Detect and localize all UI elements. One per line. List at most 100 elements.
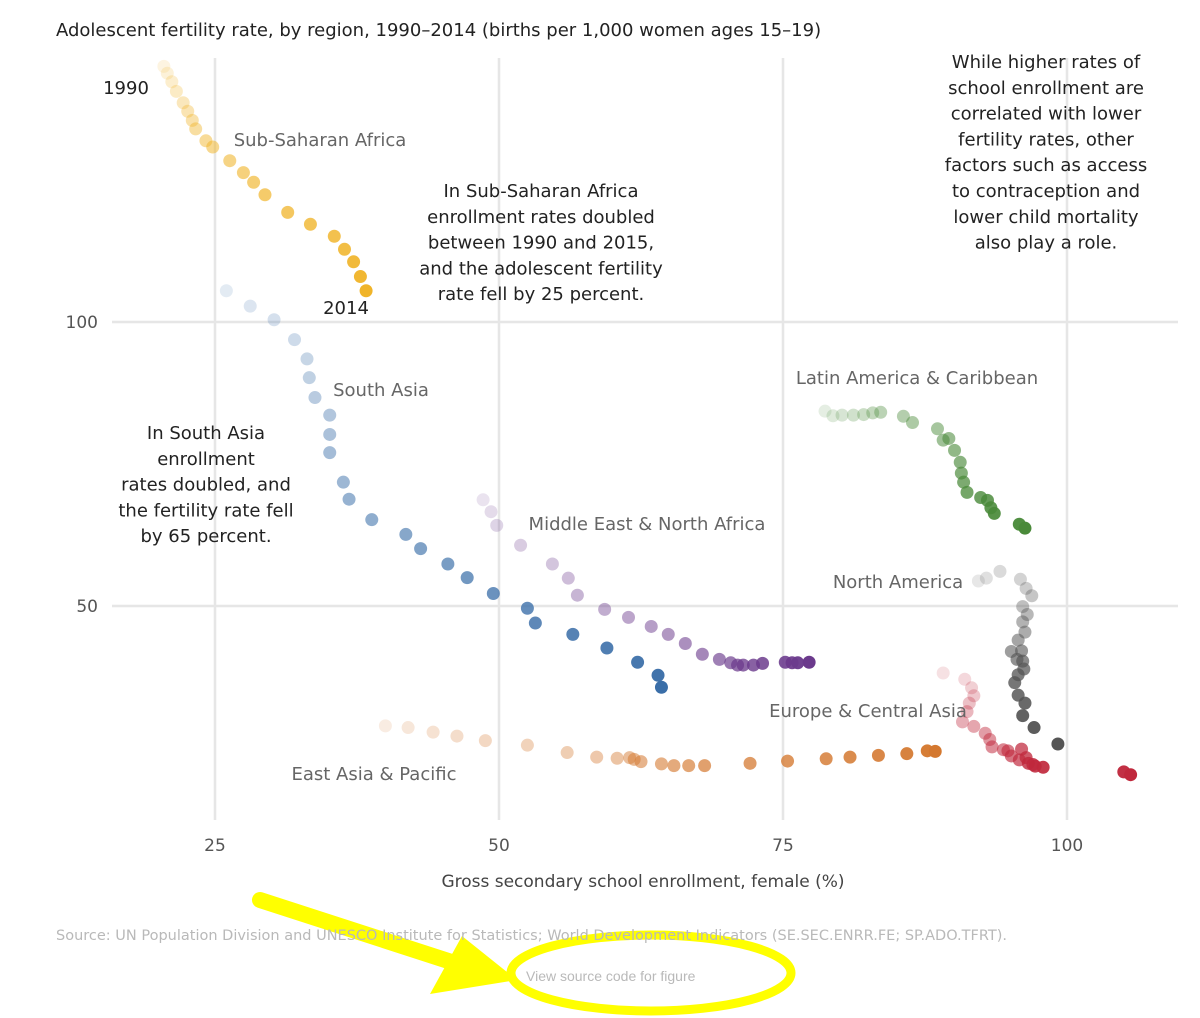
annotation-other-line: factors such as access (945, 155, 1147, 176)
point-south-asia (528, 616, 542, 630)
annotation-sa-line: the fertility rate fell (118, 500, 293, 521)
point-latin-america-caribbean (960, 485, 974, 499)
point-middle-east-north-africa (756, 656, 770, 670)
annotation-ssa-line: rate fell by 25 percent. (438, 284, 645, 305)
point-sub-saharan-africa (359, 284, 373, 298)
point-europe-central-asia (978, 726, 992, 740)
point-south-asia (219, 284, 233, 298)
point-south-asia (486, 587, 500, 601)
point-north-america (1018, 696, 1032, 710)
point-latin-america-caribbean (846, 408, 860, 422)
point-middle-east-north-africa (490, 518, 504, 532)
point-north-america (979, 571, 993, 585)
annotation-other-line: lower child mortality (953, 207, 1138, 228)
point-north-america (971, 574, 985, 588)
point-east-asia-pacific (426, 725, 440, 739)
point-middle-east-north-africa (545, 557, 559, 571)
point-europe-central-asia (960, 705, 974, 719)
point-europe-central-asia (958, 672, 972, 686)
point-sub-saharan-africa (169, 84, 183, 98)
point-south-asia (600, 641, 614, 655)
point-east-asia-pacific (520, 738, 534, 752)
series-label: South Asia (333, 380, 429, 401)
point-sub-saharan-africa (303, 217, 317, 231)
data-points (157, 59, 1138, 782)
point-south-asia (308, 391, 322, 405)
point-middle-east-north-africa (661, 627, 675, 641)
point-europe-central-asia (965, 681, 979, 695)
view-source-link[interactable]: View source code for figure (526, 968, 696, 984)
point-east-asia-pacific (634, 755, 648, 769)
point-europe-central-asia (967, 719, 981, 733)
point-europe-central-asia (985, 740, 999, 754)
point-south-asia (631, 655, 645, 669)
point-east-asia-pacific (478, 734, 492, 748)
x-tick-label: 75 (772, 836, 794, 856)
point-sub-saharan-africa (338, 242, 352, 256)
point-latin-america-caribbean (906, 416, 920, 430)
series-label: Sub-Saharan Africa (234, 130, 407, 151)
point-south-asia (414, 542, 428, 556)
point-latin-america-caribbean (835, 408, 849, 422)
point-south-asia (342, 492, 356, 506)
annotation-other-line: fertility rates, other (958, 129, 1134, 150)
annotation-ssa-line: between 1990 and 2015, (428, 233, 654, 254)
source-note: Source: UN Population Division and UNESC… (56, 928, 1007, 944)
point-middle-east-north-africa (678, 636, 692, 650)
point-north-america (1016, 600, 1030, 614)
point-north-america (1020, 608, 1034, 622)
point-north-america (1019, 581, 1033, 595)
point-east-asia-pacific (450, 729, 464, 743)
annotation-sa-line: by 65 percent. (140, 526, 271, 547)
point-middle-east-north-africa (695, 647, 709, 661)
point-sub-saharan-africa (157, 59, 171, 73)
point-sub-saharan-africa (185, 113, 199, 127)
point-sub-saharan-africa (165, 75, 179, 89)
point-east-asia-pacific (590, 750, 604, 764)
point-europe-central-asia (962, 696, 976, 710)
point-east-asia-pacific (654, 757, 668, 771)
point-east-asia-pacific (819, 752, 833, 766)
point-north-america (1013, 572, 1027, 586)
series-label: Europe & Central Asia (769, 701, 967, 722)
point-sub-saharan-africa (247, 175, 261, 189)
point-sub-saharan-africa (236, 166, 250, 180)
point-east-asia-pacific (843, 750, 857, 764)
point-latin-america-caribbean (957, 475, 971, 489)
point-south-asia (399, 527, 413, 541)
point-sub-saharan-africa (281, 205, 295, 219)
point-north-america (1016, 709, 1030, 723)
point-latin-america-caribbean (948, 443, 962, 457)
point-north-america (1025, 589, 1039, 603)
point-east-asia-pacific (560, 746, 574, 760)
point-sub-saharan-africa (258, 188, 272, 202)
point-latin-america-caribbean (953, 455, 967, 469)
point-europe-central-asia (955, 715, 969, 729)
annotation-ssa-line: and the adolescent fertility (419, 258, 663, 279)
point-east-asia-pacific (378, 719, 392, 733)
point-east-asia-pacific (610, 751, 624, 765)
point-south-asia (302, 371, 316, 385)
point-south-asia (365, 513, 379, 527)
series-label: Middle East & North Africa (529, 514, 766, 535)
point-middle-east-north-africa (598, 602, 612, 616)
point-europe-central-asia (1124, 768, 1138, 782)
point-sub-saharan-africa (353, 270, 367, 284)
point-sub-saharan-africa (327, 229, 341, 243)
point-middle-east-north-africa (514, 538, 528, 552)
point-east-asia-pacific (667, 759, 681, 773)
point-east-asia-pacific (743, 756, 757, 770)
point-south-asia (566, 627, 580, 641)
point-middle-east-north-africa (484, 505, 498, 519)
point-north-america (1027, 721, 1041, 735)
point-north-america (1051, 737, 1065, 751)
point-south-asia (323, 408, 337, 422)
point-sub-saharan-africa (181, 104, 195, 118)
highlight-arrow-shaft (252, 892, 478, 976)
series-label: East Asia & Pacific (292, 764, 457, 785)
point-south-asia (323, 427, 337, 441)
point-east-asia-pacific (682, 759, 696, 773)
point-sub-saharan-africa (160, 66, 174, 80)
x-tick-label: 50 (488, 836, 510, 856)
annotation-other-line: school enrollment are (948, 78, 1144, 99)
